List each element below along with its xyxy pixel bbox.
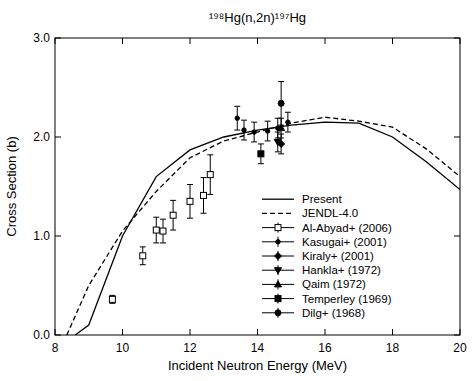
error-bar xyxy=(207,155,213,195)
data-point xyxy=(153,227,159,233)
legend: Present JENDL-4.0 Al-Abyad+ (2006) Kasugai+… xyxy=(262,193,392,319)
data-point xyxy=(252,130,256,134)
x-tick-top xyxy=(55,38,56,44)
error-bar xyxy=(170,200,176,230)
error-bar xyxy=(160,219,166,243)
x-tick-top xyxy=(325,38,326,44)
legend-label: Present xyxy=(302,193,342,205)
title: ¹⁹⁸Hg(n,2n)¹⁹⁷Hg xyxy=(209,10,306,25)
legend-marker xyxy=(275,310,281,316)
error-bar xyxy=(201,178,207,214)
y-tick xyxy=(55,335,61,336)
error-bar xyxy=(258,144,264,164)
x-tick-top xyxy=(190,38,191,44)
x-tick xyxy=(122,329,123,335)
error-bar xyxy=(153,217,159,243)
x-tick-label: 20 xyxy=(453,341,467,355)
legend-line xyxy=(262,213,294,214)
x-tick-label: 10 xyxy=(116,341,130,355)
data-point xyxy=(274,139,281,145)
y-tick xyxy=(55,38,61,39)
x-tick xyxy=(460,329,461,335)
y-tick xyxy=(55,137,61,138)
legend-label: Kasugai+ (2001) xyxy=(302,236,387,248)
error-bar xyxy=(278,82,284,126)
x-tick-label: 12 xyxy=(183,341,197,355)
error-bar xyxy=(109,295,115,303)
x-tick-label: 16 xyxy=(318,341,332,355)
x-tick-top xyxy=(257,38,258,44)
plot-frame xyxy=(55,38,460,335)
legend-label: JENDL-4.0 xyxy=(302,207,358,219)
data-point xyxy=(207,172,213,178)
x-tick xyxy=(257,329,258,335)
y-tick-right xyxy=(454,137,460,138)
y-label: Cross Section (b) xyxy=(4,136,19,236)
data-point xyxy=(258,151,264,157)
series-line xyxy=(67,117,460,335)
series-line xyxy=(75,122,460,335)
legend-label: Kiraly+ (2001) xyxy=(302,250,374,262)
error-bar xyxy=(140,247,146,265)
legend-label: Dilg+ (1968) xyxy=(302,307,365,319)
legend-line xyxy=(262,199,294,200)
data-point xyxy=(242,128,246,132)
y-tick xyxy=(55,236,61,237)
legend-marker xyxy=(275,225,281,231)
data-point xyxy=(170,212,176,218)
error-bar xyxy=(241,120,247,140)
plot-data xyxy=(67,82,460,335)
legend-marker xyxy=(275,268,282,274)
data-point xyxy=(201,192,207,198)
legend-marker xyxy=(276,240,280,244)
legend-label: Hankla+ (1972) xyxy=(302,264,381,276)
legend-label: Temperley (1969) xyxy=(302,293,392,305)
y-tick-label: 3.0 xyxy=(33,31,50,45)
y-tick-label: 2.0 xyxy=(33,130,50,144)
legend-label: Qaim (1972) xyxy=(302,278,366,290)
y-tick-right xyxy=(454,38,460,39)
x-tick xyxy=(392,329,393,335)
error-bar xyxy=(234,106,240,130)
y-tick-label: 0.0 xyxy=(33,328,50,342)
legend-label: Al-Abyad+ (2006) xyxy=(302,222,392,234)
x-tick-top xyxy=(460,38,461,44)
x-tick xyxy=(325,329,326,335)
x-tick xyxy=(190,329,191,335)
x-tick xyxy=(55,329,56,335)
x-label: Incident Neutron Energy (MeV) xyxy=(168,358,347,373)
data-point xyxy=(160,228,166,234)
legend-marker xyxy=(275,281,282,287)
y-tick-label: 1.0 xyxy=(33,229,50,243)
error-bar xyxy=(187,185,193,219)
legend-marker xyxy=(275,253,282,260)
data-point xyxy=(109,296,115,302)
x-tick-label: 18 xyxy=(386,341,400,355)
x-tick-label: 8 xyxy=(52,341,59,355)
x-tick-top xyxy=(122,38,123,44)
data-point xyxy=(187,198,193,204)
error-bar xyxy=(265,121,271,141)
data-point xyxy=(140,253,146,259)
data-point xyxy=(265,129,269,133)
data-point xyxy=(286,120,290,124)
chart: ¹⁹⁸Hg(n,2n)¹⁹⁷Hg Incident Neutron Energy … xyxy=(0,0,473,381)
error-bar xyxy=(275,132,281,152)
y-tick-right xyxy=(454,335,460,336)
error-bar xyxy=(251,122,257,142)
y-tick-right xyxy=(454,236,460,237)
data-point xyxy=(235,116,239,120)
error-bar xyxy=(285,112,291,132)
data-point xyxy=(278,100,284,106)
x-tick-label: 14 xyxy=(251,341,265,355)
legend-marker xyxy=(275,296,281,302)
x-tick-top xyxy=(392,38,393,44)
